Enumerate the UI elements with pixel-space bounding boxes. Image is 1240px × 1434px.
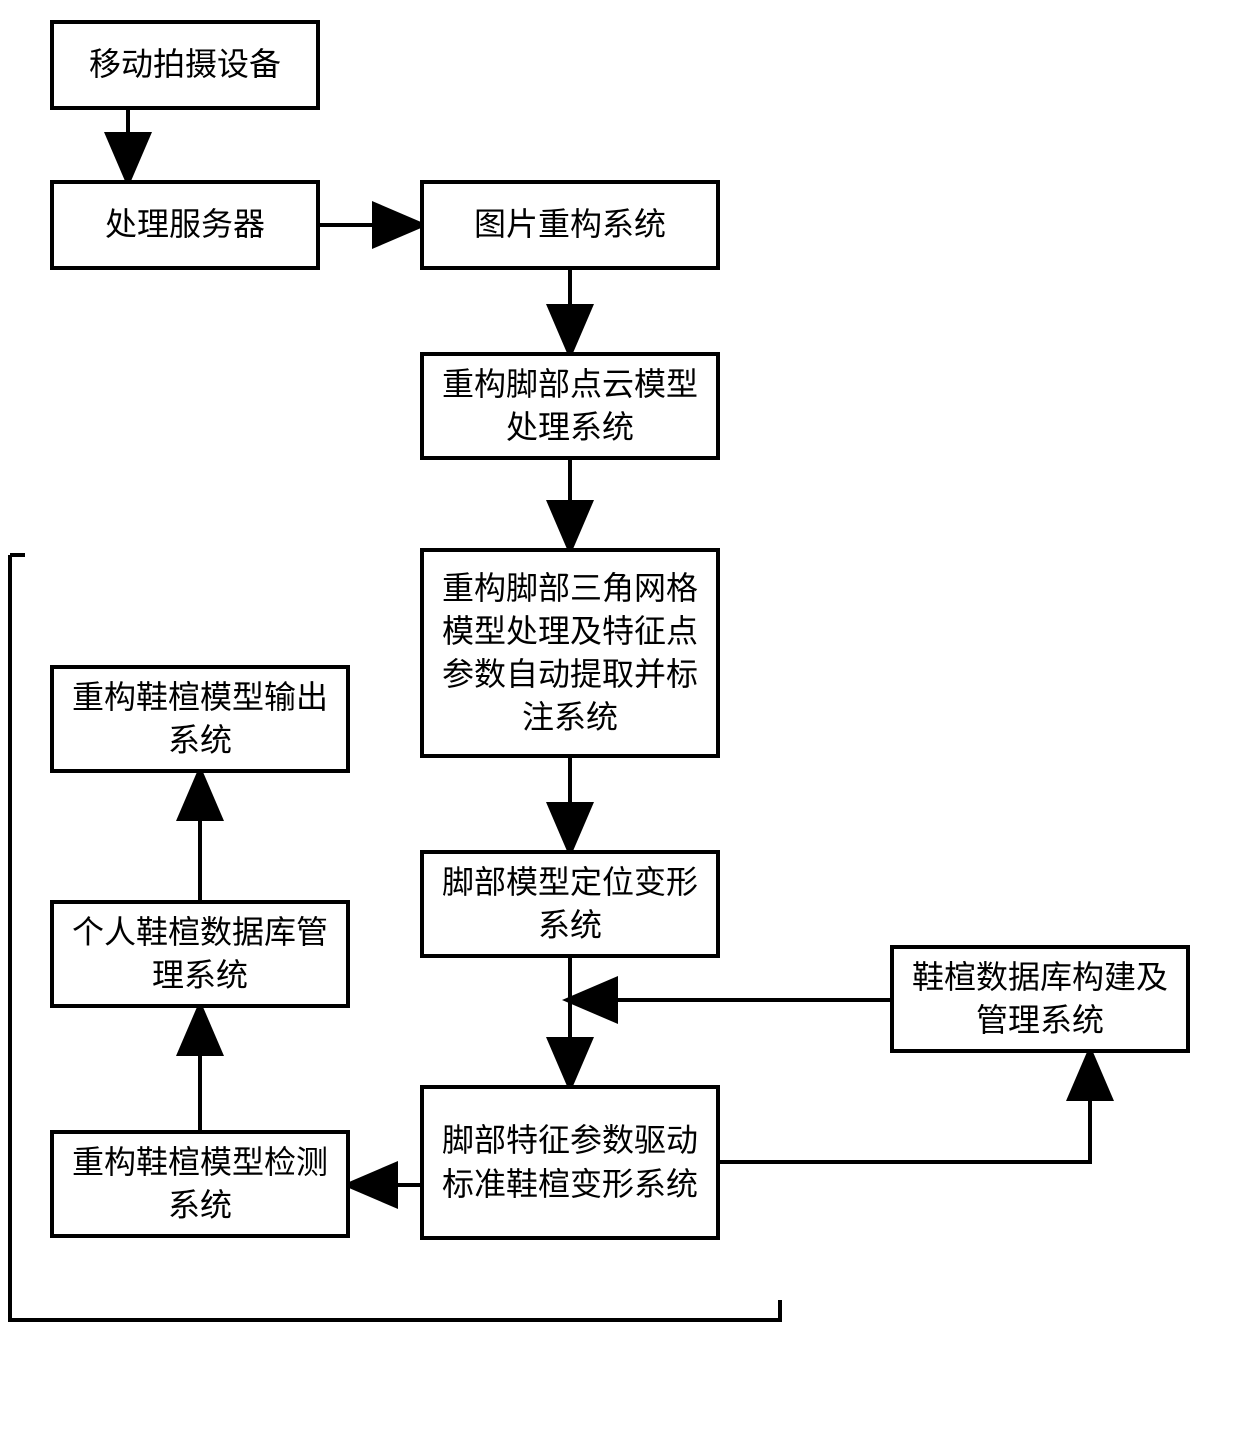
node-reconstructed-last-output-system: 重构鞋楦模型输出系统 [50, 665, 350, 773]
node-image-reconstruction-system: 图片重构系统 [420, 180, 720, 270]
node-label: 重构鞋楦模型输出系统 [66, 676, 334, 762]
node-reconstructed-last-detection-system: 重构鞋楦模型检测系统 [50, 1130, 350, 1238]
node-label: 鞋楦数据库构建及管理系统 [906, 956, 1174, 1042]
node-foot-pointcloud-system: 重构脚部点云模型处理系统 [420, 352, 720, 460]
node-feature-driven-last-deform-system: 脚部特征参数驱动标准鞋楦变形系统 [420, 1085, 720, 1240]
node-label: 个人鞋楦数据库管理系统 [66, 911, 334, 997]
node-last-database-build-manage-system: 鞋楦数据库构建及管理系统 [890, 945, 1190, 1053]
node-label: 重构脚部三角网格模型处理及特征点参数自动提取并标注系统 [436, 567, 704, 740]
node-label: 脚部模型定位变形系统 [436, 861, 704, 947]
node-mobile-capture-device: 移动拍摄设备 [50, 20, 320, 110]
node-processing-server: 处理服务器 [50, 180, 320, 270]
node-personal-last-db-manage-system: 个人鞋楦数据库管理系统 [50, 900, 350, 1008]
node-label: 移动拍摄设备 [89, 43, 281, 86]
node-label: 处理服务器 [105, 203, 265, 246]
node-label: 图片重构系统 [474, 203, 666, 246]
node-label: 重构鞋楦模型检测系统 [66, 1141, 334, 1227]
node-triangle-mesh-feature-system: 重构脚部三角网格模型处理及特征点参数自动提取并标注系统 [420, 548, 720, 758]
node-foot-model-positioning-system: 脚部模型定位变形系统 [420, 850, 720, 958]
node-label: 脚部特征参数驱动标准鞋楦变形系统 [436, 1119, 704, 1205]
node-label: 重构脚部点云模型处理系统 [436, 363, 704, 449]
